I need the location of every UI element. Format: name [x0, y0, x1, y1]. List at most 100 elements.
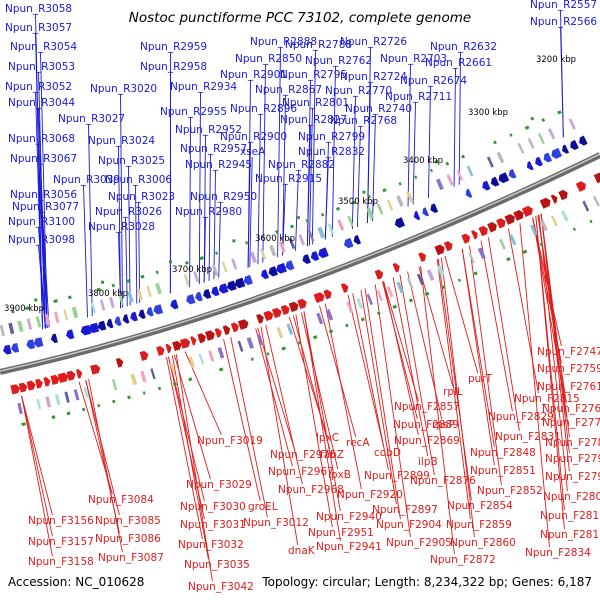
gene-label-npun-r2832: Npun_R2832	[298, 146, 365, 158]
gene-label-npun-r2770: Npun_R2770	[325, 85, 392, 97]
gene-label-npun-f3042: Npun_F3042	[188, 581, 254, 593]
forward-gene-arrow	[374, 269, 384, 280]
feature-bar	[136, 288, 143, 301]
reverse-gene-arrow	[551, 147, 563, 159]
leader-line	[257, 113, 261, 265]
leader-line	[374, 284, 411, 538]
gene-label-npun-r3052: Npun_R3052	[5, 81, 72, 93]
kbp-tick-mark	[362, 190, 366, 194]
reverse-gene-arrow	[211, 286, 220, 297]
leader-line	[295, 169, 299, 251]
gene-label-npun-f2899: Npun_F2899	[364, 470, 430, 482]
leader-line	[458, 51, 461, 185]
accession-text: Accession: NC_010628	[8, 575, 144, 589]
gene-label-npun-r2632: Npun_R2632	[430, 41, 497, 53]
forward-gene-arrow	[297, 298, 307, 310]
feature-tick	[66, 411, 71, 416]
leader-line	[21, 395, 53, 537]
feature-bar	[386, 199, 394, 211]
reverse-gene-arrow	[203, 289, 212, 299]
gene-label-npun-r3058: Npun_R3058	[5, 3, 72, 15]
feature-tick	[11, 309, 15, 314]
leader-line	[427, 85, 431, 198]
feature-bar	[366, 293, 374, 306]
leader-line	[440, 257, 475, 538]
reverse-gene-arrow	[498, 172, 510, 184]
gene-label-lpxc: lpxC	[316, 432, 339, 444]
reverse-gene-arrow	[106, 318, 114, 329]
kbp-tick-label: 3700 kbp	[172, 265, 212, 275]
reverse-gene-arrow	[11, 343, 20, 353]
gene-label-cobd: cobD	[374, 447, 401, 459]
gene-label-npun-r2888: Npun_R2888	[250, 36, 317, 48]
gene-label-npun-r3068: Npun_R3068	[8, 133, 75, 145]
reverse-gene-arrow	[353, 234, 362, 245]
kbp-tick-mark	[168, 260, 172, 264]
leader-line	[171, 355, 209, 560]
gene-label-npun-r2934: Npun_R2934	[170, 81, 237, 93]
feature-bar	[317, 226, 325, 239]
gene-label-npun-f2815: Npun_F2815	[514, 393, 580, 405]
leader-line	[538, 214, 568, 492]
feature-bar	[346, 301, 354, 313]
leader-line	[519, 223, 550, 548]
feature-bar	[17, 402, 23, 415]
kbp-tick-mark	[100, 280, 104, 284]
gene-labels: Npun_R3058 Npun_R3057 Npun_R3054 Npun_R3053…	[5, 0, 600, 593]
gene-label-dnak: dnaK	[288, 545, 316, 557]
feature-tick	[81, 407, 86, 412]
forward-gene-arrow	[43, 377, 51, 387]
feature-tick	[142, 391, 146, 395]
gene-label-npun-f2805: Npun_F2805	[543, 491, 600, 503]
feature-bar	[183, 274, 190, 286]
reverse-gene-arrow	[88, 322, 100, 334]
leader-line	[351, 95, 356, 230]
leader-line	[407, 271, 443, 420]
feature-bar	[436, 264, 445, 277]
gene-label-npun-f2857: Npun_F2857	[394, 401, 460, 413]
genome-backbone	[0, 152, 600, 375]
feature-tick	[524, 125, 530, 130]
gene-label-rpll: rplL	[443, 386, 463, 398]
feature-bar	[396, 195, 404, 207]
gene-label-npun-r2896: Npun_R2896	[230, 103, 297, 115]
feature-tick	[275, 230, 279, 234]
feature-tick	[140, 274, 145, 279]
feature-tick	[96, 287, 101, 292]
leader-line	[324, 156, 329, 240]
genome-backbone-highlight	[0, 153, 600, 372]
feature-tick	[351, 200, 356, 205]
feature-bar	[592, 195, 600, 207]
gene-label-npun-r3077: Npun_R3077	[12, 201, 79, 213]
reverse-gene-arrow	[579, 135, 588, 146]
feature-tick	[218, 367, 224, 372]
reverse-gene-arrow	[66, 329, 75, 340]
gene-label-npun-r2915: Npun_R2915	[255, 173, 322, 185]
gene-label-npun-r2955: Npun_R2955	[160, 106, 227, 118]
feature-tick	[21, 422, 26, 427]
feature-tick	[392, 304, 398, 309]
feature-bar	[0, 324, 5, 337]
feature-tick	[250, 357, 254, 361]
feature-bar	[327, 223, 335, 235]
feature-tick	[441, 285, 445, 289]
leader-line	[372, 113, 376, 221]
leader-line	[198, 91, 201, 285]
feature-tick	[541, 118, 546, 123]
leader-line	[331, 65, 336, 237]
leader-line	[480, 240, 513, 412]
feature-bar	[376, 290, 383, 302]
gene-label-npun-f2818: Npun_F2818	[540, 529, 600, 541]
feature-tick	[199, 256, 204, 261]
leader-line	[189, 116, 191, 288]
gene-label-npun-r2762: Npun_R2762	[305, 55, 372, 67]
feature-bar	[509, 234, 517, 246]
leader-line	[167, 356, 205, 502]
kbp-tick-label: 3500 kbp	[338, 197, 378, 207]
leader-line	[88, 123, 93, 317]
reverse-gene-arrow	[170, 299, 179, 310]
feature-bar	[527, 137, 535, 149]
feature-tick	[429, 168, 434, 173]
feature-bar	[550, 215, 558, 227]
